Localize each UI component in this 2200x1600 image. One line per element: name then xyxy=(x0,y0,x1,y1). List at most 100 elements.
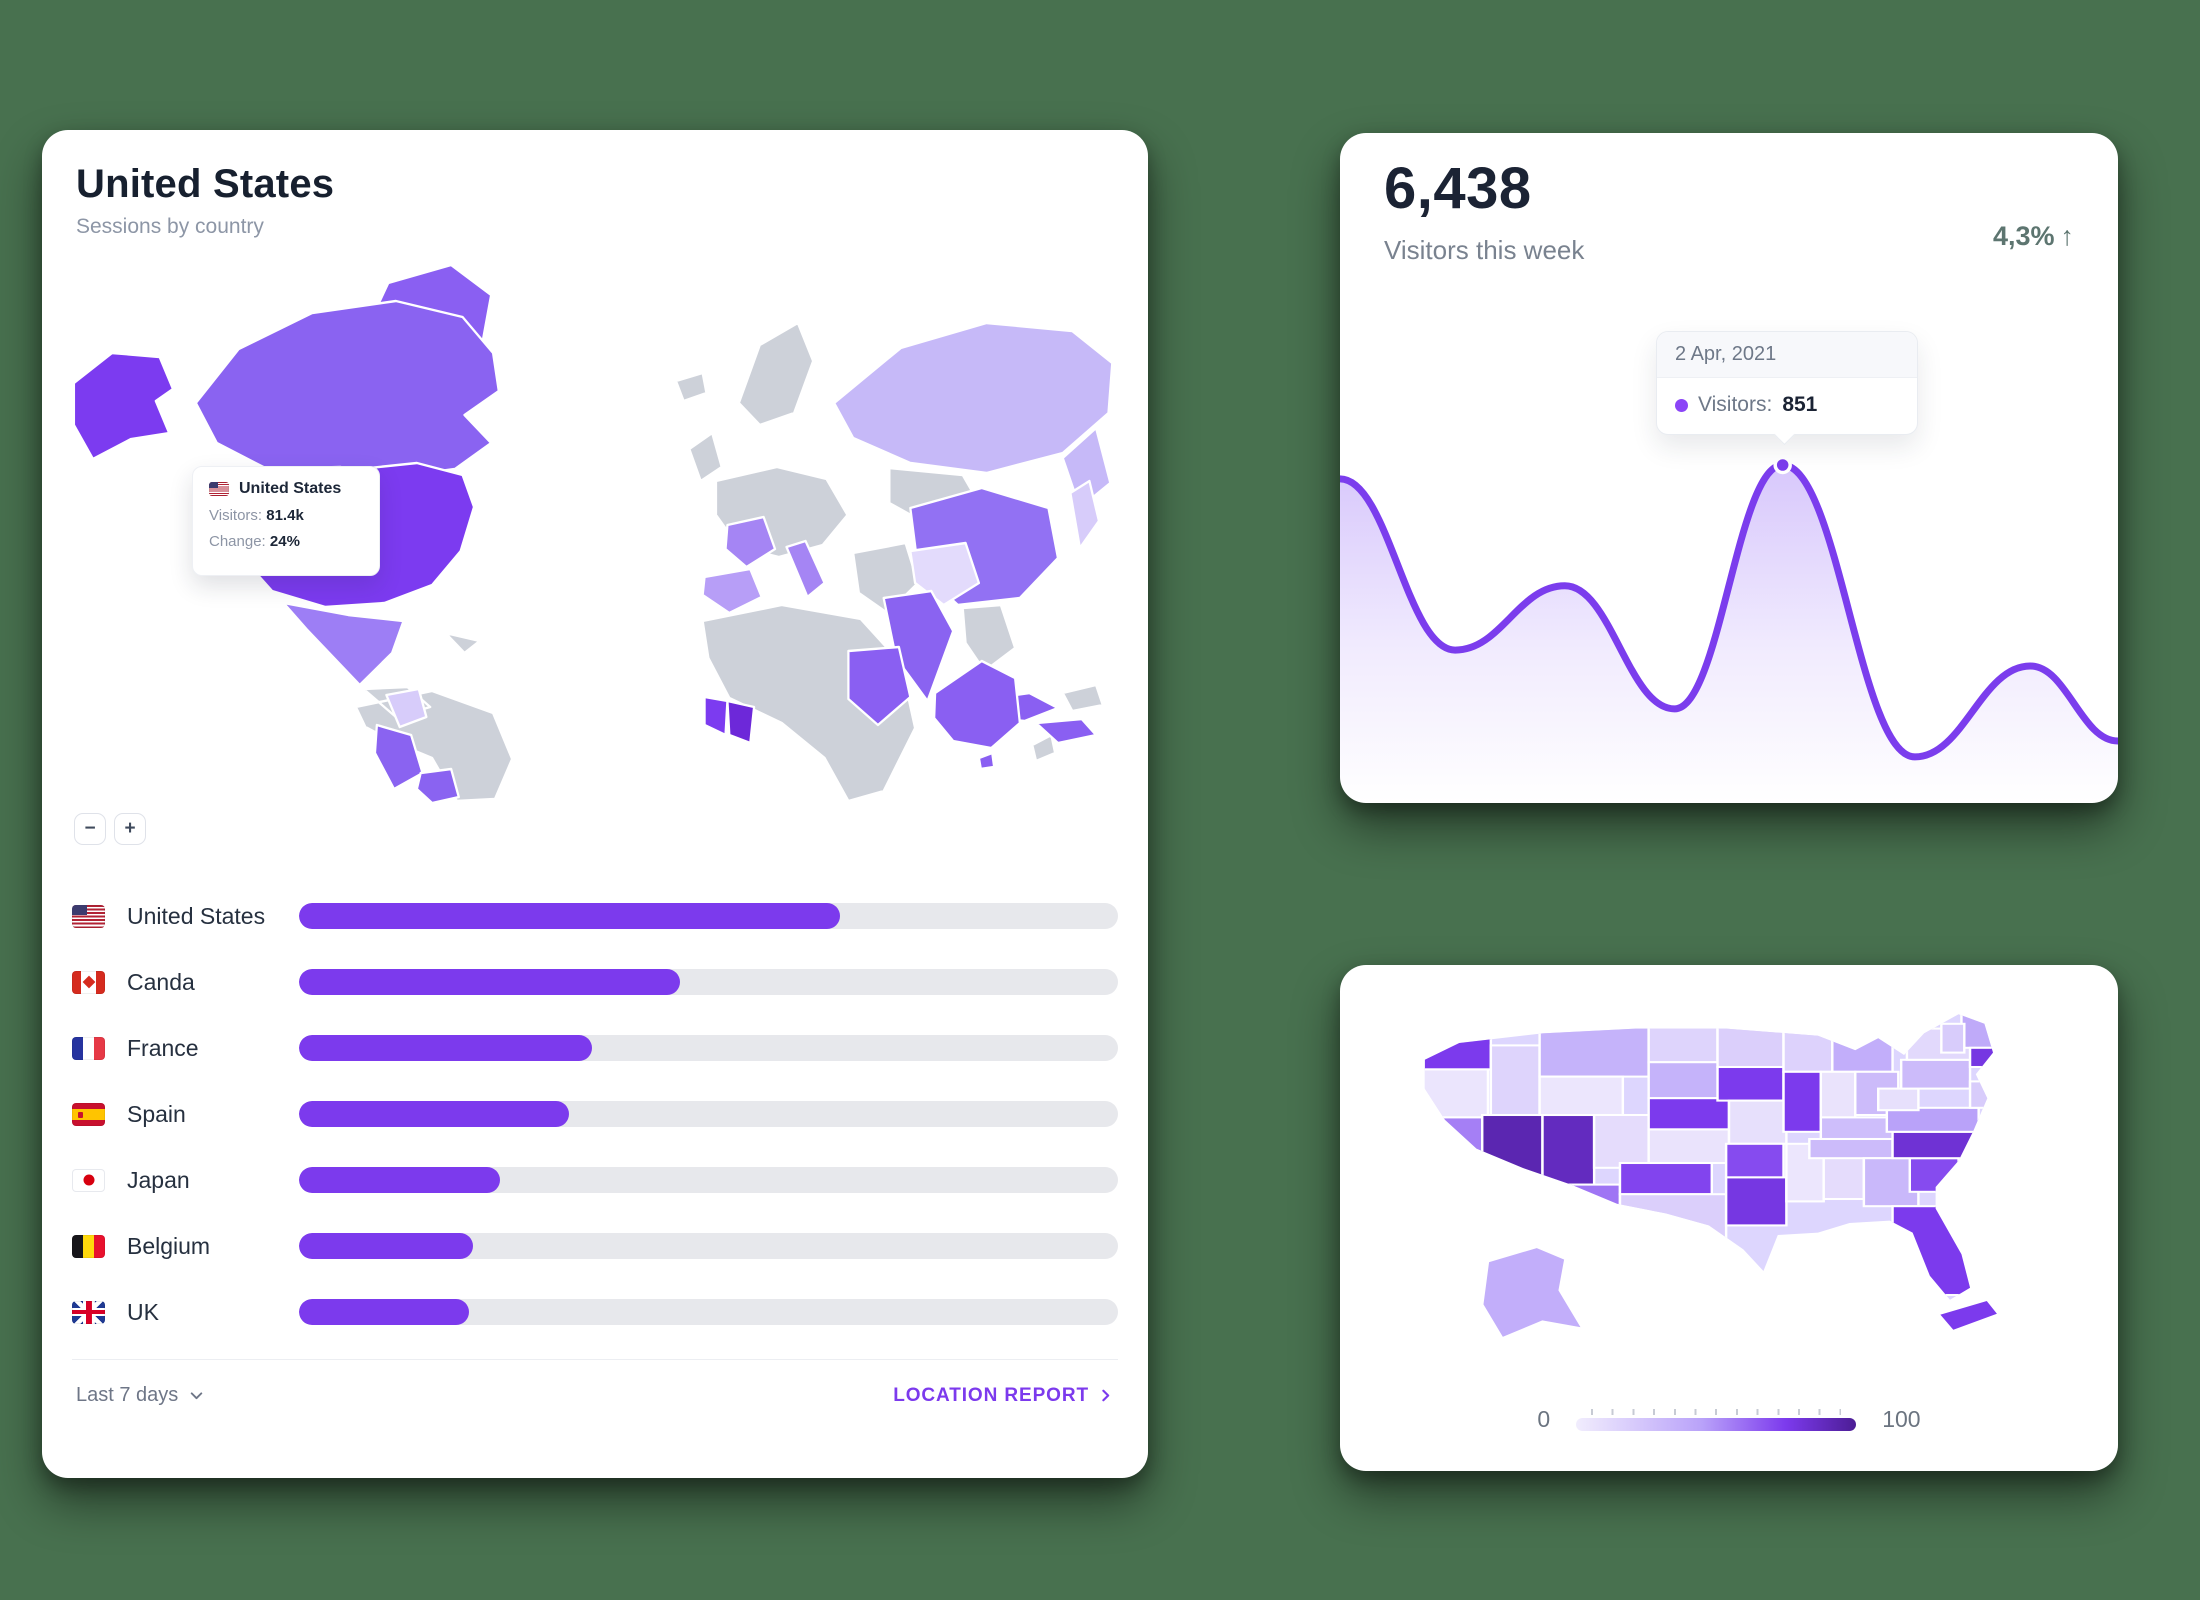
country-list: United States Canda France Spain Japan Belgiu… xyxy=(72,883,1118,1345)
country-name: Spain xyxy=(127,1100,186,1127)
date-range-select[interactable]: Last 7 days xyxy=(76,1384,205,1407)
us-flag-icon xyxy=(209,482,229,496)
state-LA[interactable] xyxy=(1724,1176,1788,1227)
state-FL[interactable] xyxy=(1891,1205,1980,1297)
country-row: Canda xyxy=(72,949,1118,1015)
state-PA[interactable] xyxy=(1899,1058,1972,1090)
state-NE[interactable] xyxy=(1647,1097,1731,1131)
state-TN[interactable] xyxy=(1808,1137,1894,1160)
country-bar-track xyxy=(299,1299,1118,1325)
location-report-link[interactable]: LOCATION REPORT xyxy=(893,1385,1114,1407)
zoom-in-button[interactable]: + xyxy=(114,813,146,845)
zoom-out-button[interactable]: − xyxy=(74,813,106,845)
country-row: Belgium xyxy=(72,1213,1118,1279)
country-france[interactable] xyxy=(724,515,777,569)
jp-flag-icon xyxy=(72,1168,105,1192)
state-HI[interactable] xyxy=(1936,1298,2001,1333)
country-bar-fill xyxy=(299,1167,500,1193)
arrow-up-icon: ↑ xyxy=(2060,221,2075,251)
country-row: UK xyxy=(72,1279,1118,1345)
state-MI[interactable] xyxy=(1831,1022,1894,1073)
map-zoom-controls: − + xyxy=(74,813,1118,845)
country-australia[interactable] xyxy=(932,659,1022,750)
change-value: 4,3% xyxy=(1992,221,2055,251)
state-SC[interactable] xyxy=(1908,1157,1960,1193)
area-line xyxy=(1340,461,2118,761)
country-name: UK xyxy=(127,1298,159,1325)
state-MT[interactable] xyxy=(1538,1025,1650,1078)
state-WI[interactable] xyxy=(1782,1029,1834,1073)
state-IN[interactable] xyxy=(1819,1070,1857,1119)
us-noncontiguous-group[interactable] xyxy=(1480,1245,2001,1340)
country-row: Japan xyxy=(72,1147,1118,1213)
state-VA[interactable] xyxy=(1885,1106,1980,1133)
state-IL[interactable] xyxy=(1782,1070,1823,1133)
visitors-area-chart[interactable] xyxy=(1340,413,2118,803)
country-iran[interactable] xyxy=(909,541,981,607)
state-CA[interactable] xyxy=(1410,1116,1484,1234)
country-canada[interactable] xyxy=(194,299,500,479)
state-KS[interactable] xyxy=(1647,1128,1731,1165)
state-WY[interactable] xyxy=(1538,1075,1625,1117)
state-WA[interactable] xyxy=(1410,1025,1493,1071)
minus-icon: − xyxy=(84,818,96,839)
state-AK[interactable] xyxy=(1480,1245,1585,1340)
state-TX[interactable] xyxy=(1618,1193,1728,1285)
state-SD[interactable] xyxy=(1647,1061,1722,1100)
country-bar-fill xyxy=(299,1035,593,1061)
state-MN[interactable] xyxy=(1716,1020,1785,1069)
state-NM[interactable] xyxy=(1552,1183,1622,1261)
state-UT[interactable] xyxy=(1541,1113,1596,1186)
us-states-map[interactable] xyxy=(1399,983,2059,1343)
country-ivory-coast[interactable] xyxy=(703,695,729,737)
country-italy[interactable] xyxy=(785,539,826,599)
state-ME[interactable] xyxy=(1960,1002,1998,1049)
tooltip-series-label: Visitors: xyxy=(1698,393,1773,416)
country-bar-fill xyxy=(299,1101,570,1127)
country-sudan[interactable] xyxy=(847,645,912,727)
state-IA[interactable] xyxy=(1716,1065,1785,1102)
us-states-group[interactable] xyxy=(1410,1002,2004,1297)
state-ID[interactable] xyxy=(1489,1044,1541,1117)
state-KY[interactable] xyxy=(1819,1116,1897,1141)
tooltip-country-name: United States xyxy=(239,480,342,497)
date-range-label: Last 7 days xyxy=(76,1384,179,1406)
state-NJ[interactable] xyxy=(1968,1080,1993,1109)
state-OR[interactable] xyxy=(1410,1068,1490,1119)
country-bar-track xyxy=(299,969,1118,995)
state-NC[interactable] xyxy=(1891,1130,1989,1160)
country-peru[interactable] xyxy=(373,723,424,791)
country-japan[interactable] xyxy=(1069,479,1101,550)
state-OK[interactable] xyxy=(1618,1161,1714,1196)
country-ghana[interactable] xyxy=(726,699,756,745)
data-point-marker[interactable] xyxy=(1773,455,1792,475)
country-name: Japan xyxy=(127,1166,190,1193)
country-row: United States xyxy=(72,883,1118,949)
visitors-label: Visitors this week xyxy=(1384,235,1585,265)
visitors-count: 6,438 xyxy=(1384,156,1532,221)
state-MO[interactable] xyxy=(1727,1099,1788,1145)
country-russia[interactable] xyxy=(832,321,1114,510)
country-mexico[interactable] xyxy=(282,601,405,687)
country-name: United States xyxy=(127,902,266,929)
country-colombia[interactable] xyxy=(385,687,428,729)
state-MA[interactable] xyxy=(1968,1046,2004,1069)
chevron-right-icon xyxy=(1102,1389,1110,1402)
country-bolivia[interactable] xyxy=(415,767,460,803)
state-VT[interactable] xyxy=(1940,1022,1966,1054)
state-WV[interactable] xyxy=(1876,1087,1920,1112)
state-AR[interactable] xyxy=(1724,1142,1785,1179)
country-bar-fill xyxy=(299,1299,470,1325)
state-NV[interactable] xyxy=(1480,1113,1544,1189)
country-alaska[interactable] xyxy=(72,351,175,461)
choropleth-legend: 0 100 xyxy=(1340,1406,2118,1433)
country-spain[interactable] xyxy=(701,567,763,615)
state-ND[interactable] xyxy=(1647,1025,1719,1064)
location-report-label: LOCATION REPORT xyxy=(893,1384,1089,1406)
card-title: United States xyxy=(76,162,335,206)
footer-divider xyxy=(72,1359,1118,1360)
country-tasmania[interactable] xyxy=(977,751,996,771)
es-flag-icon xyxy=(72,1102,105,1126)
country-bar-track xyxy=(299,1167,1118,1193)
country-row: France xyxy=(72,1015,1118,1081)
